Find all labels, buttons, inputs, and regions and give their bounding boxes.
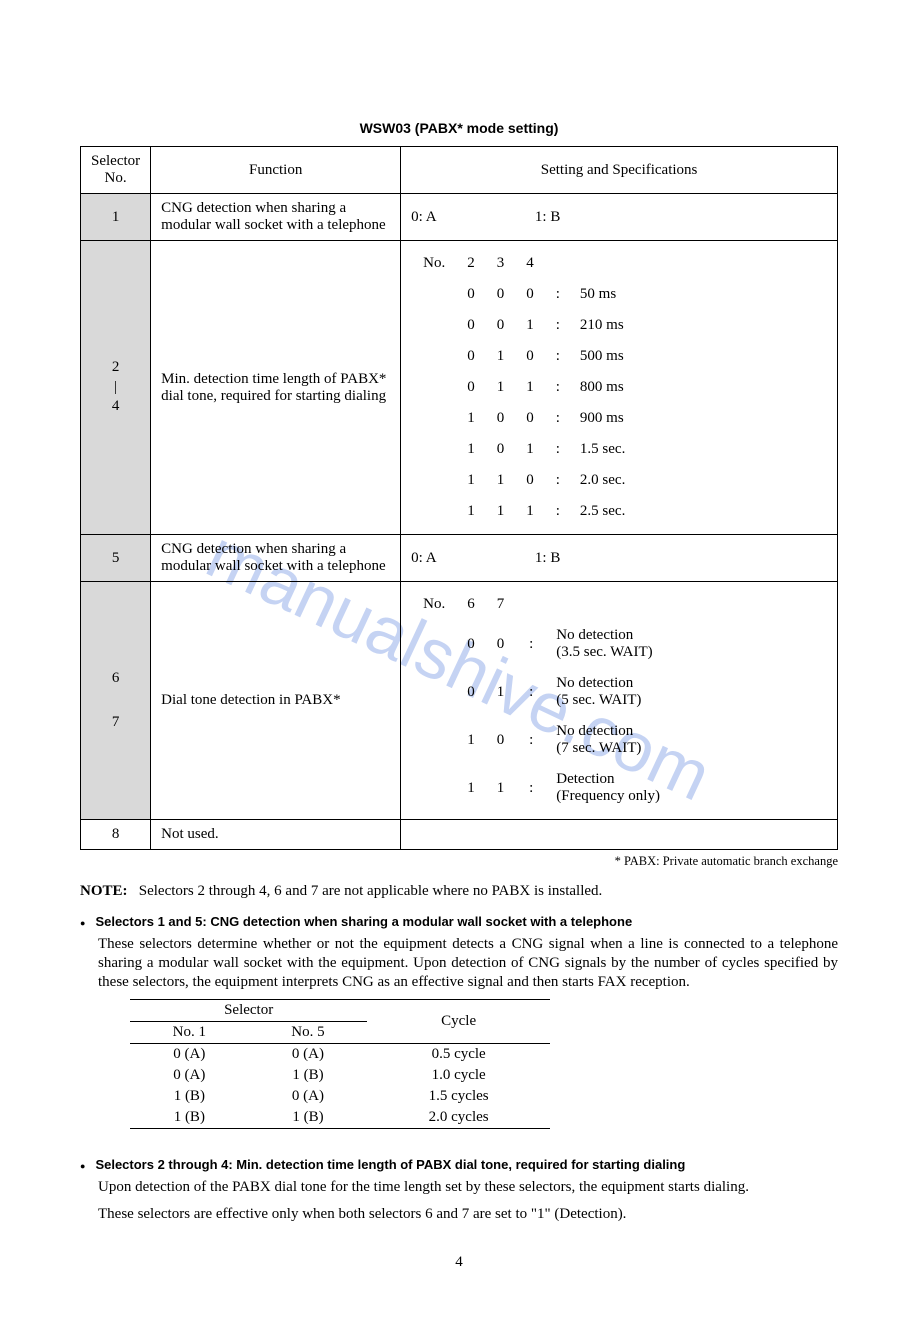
bit-table-67: No. 6 7 00:No detection(3.5 sec. WAIT) 0…: [411, 588, 672, 813]
spec-8: [401, 820, 838, 850]
opt-1b-5: 1: B: [535, 550, 560, 566]
sel-6: 6: [91, 669, 140, 689]
spec-5: 0: A 1: B: [401, 535, 838, 582]
hdr-4: 4: [516, 249, 544, 278]
hdr-3: 3: [487, 249, 515, 278]
spec-6-7: No. 6 7 00:No detection(3.5 sec. WAIT) 0…: [401, 582, 838, 820]
cycle-h-no1: No. 1: [130, 1022, 249, 1044]
sel-4: 4: [91, 397, 140, 417]
section1-para: These selectors determine whether or not…: [98, 935, 838, 991]
table-row: 6 7 Dial tone detection in PABX* No. 6 7: [81, 582, 838, 820]
spec-2-4: No. 2 3 4 000:50 ms 001:210 ms 010:500 m…: [401, 241, 838, 535]
section2-para2: These selectors are effective only when …: [98, 1205, 838, 1224]
section1-header: Selectors 1 and 5: CNG detection when sh…: [80, 914, 838, 929]
section-selectors-1-5: Selectors 1 and 5: CNG detection when sh…: [80, 914, 838, 1129]
func-8: Not used.: [151, 820, 401, 850]
hdr-no: No.: [413, 249, 455, 278]
table-row: 8 Not used.: [81, 820, 838, 850]
spec-1: 0: A 1: B: [401, 194, 838, 241]
pabx-footnote: * PABX: Private automatic branch exchang…: [80, 854, 838, 869]
section2-header: Selectors 2 through 4: Min. detection ti…: [80, 1157, 838, 1172]
title-code: WSW03: [360, 120, 411, 136]
note-text: Selectors 2 through 4, 6 and 7 are not a…: [139, 883, 603, 899]
th-function: Function: [151, 147, 401, 194]
page-title: WSW03 (PABX* mode setting): [80, 120, 838, 136]
selector-5: 5: [81, 535, 151, 582]
table-row: 2 | 4 Min. detection time length of PABX…: [81, 241, 838, 535]
func-5: CNG detection when sharing a modular wal…: [151, 535, 401, 582]
bit-table-234: No. 2 3 4 000:50 ms 001:210 ms 010:500 m…: [411, 247, 637, 528]
func-2-4: Min. detection time length of PABX* dial…: [151, 241, 401, 535]
selector-6-7: 6 7: [81, 582, 151, 820]
func-6-7: Dial tone detection in PABX*: [151, 582, 401, 820]
func-1: CNG detection when sharing a modular wal…: [151, 194, 401, 241]
selector-1: 1: [81, 194, 151, 241]
hdr-6: 6: [457, 590, 485, 619]
cycle-table: Selector Cycle No. 1 No. 5 0 (A)0 (A)0.5…: [130, 999, 550, 1129]
hdr-no-67: No.: [413, 590, 455, 619]
sel-2: 2: [91, 358, 140, 378]
title-paren: (PABX* mode setting): [415, 120, 559, 136]
opt-0a-5: 0: A: [411, 550, 531, 567]
sel-pipe: |: [91, 378, 140, 398]
table-row: 1 CNG detection when sharing a modular w…: [81, 194, 838, 241]
cycle-h-no5: No. 5: [249, 1022, 368, 1044]
selector-8: 8: [81, 820, 151, 850]
table-row: 5 CNG detection when sharing a modular w…: [81, 535, 838, 582]
opt-0a: 0: A: [411, 209, 531, 226]
note-label: NOTE:: [80, 883, 128, 899]
th-selector-no: Selector No.: [81, 147, 151, 194]
cycle-h-sel: Selector: [130, 1000, 367, 1022]
section-selectors-2-4: Selectors 2 through 4: Min. detection ti…: [80, 1157, 838, 1224]
cycle-h-cycle: Cycle: [367, 1000, 550, 1044]
th-spec: Setting and Specifications: [401, 147, 838, 194]
selector-2-4: 2 | 4: [81, 241, 151, 535]
page-number: 4: [80, 1254, 838, 1271]
settings-table: Selector No. Function Setting and Specif…: [80, 146, 838, 850]
hdr-7: 7: [487, 590, 515, 619]
note-line: NOTE: Selectors 2 through 4, 6 and 7 are…: [80, 883, 838, 900]
hdr-2: 2: [457, 249, 485, 278]
opt-1b: 1: B: [535, 209, 560, 225]
page-content: WSW03 (PABX* mode setting) Selector No. …: [80, 120, 838, 1271]
sel-7: 7: [91, 713, 140, 733]
